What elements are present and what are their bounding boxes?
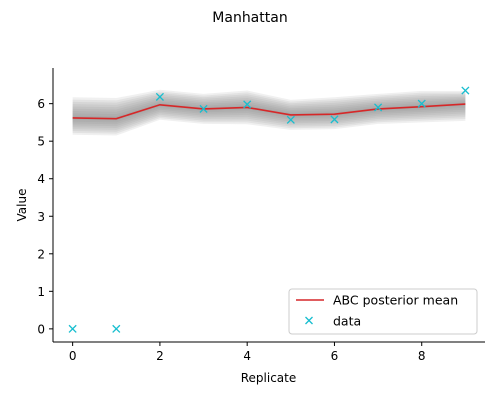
data-point-marker: [330, 115, 339, 124]
data-point-marker: [374, 103, 383, 112]
series-line-posterior-mean: [72, 103, 466, 120]
data-point-marker: [112, 324, 121, 333]
legend-label-posterior-mean: ABC posterior mean: [333, 293, 458, 308]
y-tick-label: 1: [37, 285, 45, 299]
x-axis-label: Replicate: [241, 371, 297, 385]
posterior-band-layer: [72, 93, 466, 132]
data-point-marker: [68, 324, 77, 333]
axes: 0 2 4 6 8 0 1 2 3 4 5 6: [37, 68, 485, 363]
legend-swatch-data: [305, 316, 313, 325]
legend-label-data: data: [333, 314, 361, 329]
legend: ABC posterior mean data: [288, 288, 478, 335]
data-point-marker: [199, 104, 208, 113]
posterior-band-layer: [72, 91, 466, 134]
data-point-marker: [417, 99, 426, 108]
x-tick-label: 4: [243, 349, 251, 363]
x-tick-label: 0: [69, 349, 77, 363]
x-tick-label: 8: [418, 349, 426, 363]
x-tick-label: 2: [156, 349, 164, 363]
y-axis-label: Value: [15, 189, 29, 222]
chart-title: Manhattan: [212, 10, 287, 26]
y-tick-label: 3: [37, 210, 45, 224]
data-point-marker: [286, 115, 295, 124]
y-tick-label: 6: [37, 97, 45, 111]
x-tick-label: 6: [331, 349, 339, 363]
y-tick-label: 5: [37, 135, 45, 149]
data-point-marker: [155, 92, 164, 101]
y-tick-label: 0: [37, 322, 45, 336]
y-tick-label: 2: [37, 247, 45, 261]
posterior-band-layer: [72, 89, 466, 136]
data-point-marker: [243, 100, 252, 109]
data-point-marker: [461, 86, 470, 95]
legend-box: [288, 288, 478, 335]
posterior-band-layer: [72, 94, 466, 130]
y-tick-label: 4: [37, 172, 45, 186]
posterior-band-layer: [72, 96, 466, 129]
series-group: [68, 86, 470, 333]
